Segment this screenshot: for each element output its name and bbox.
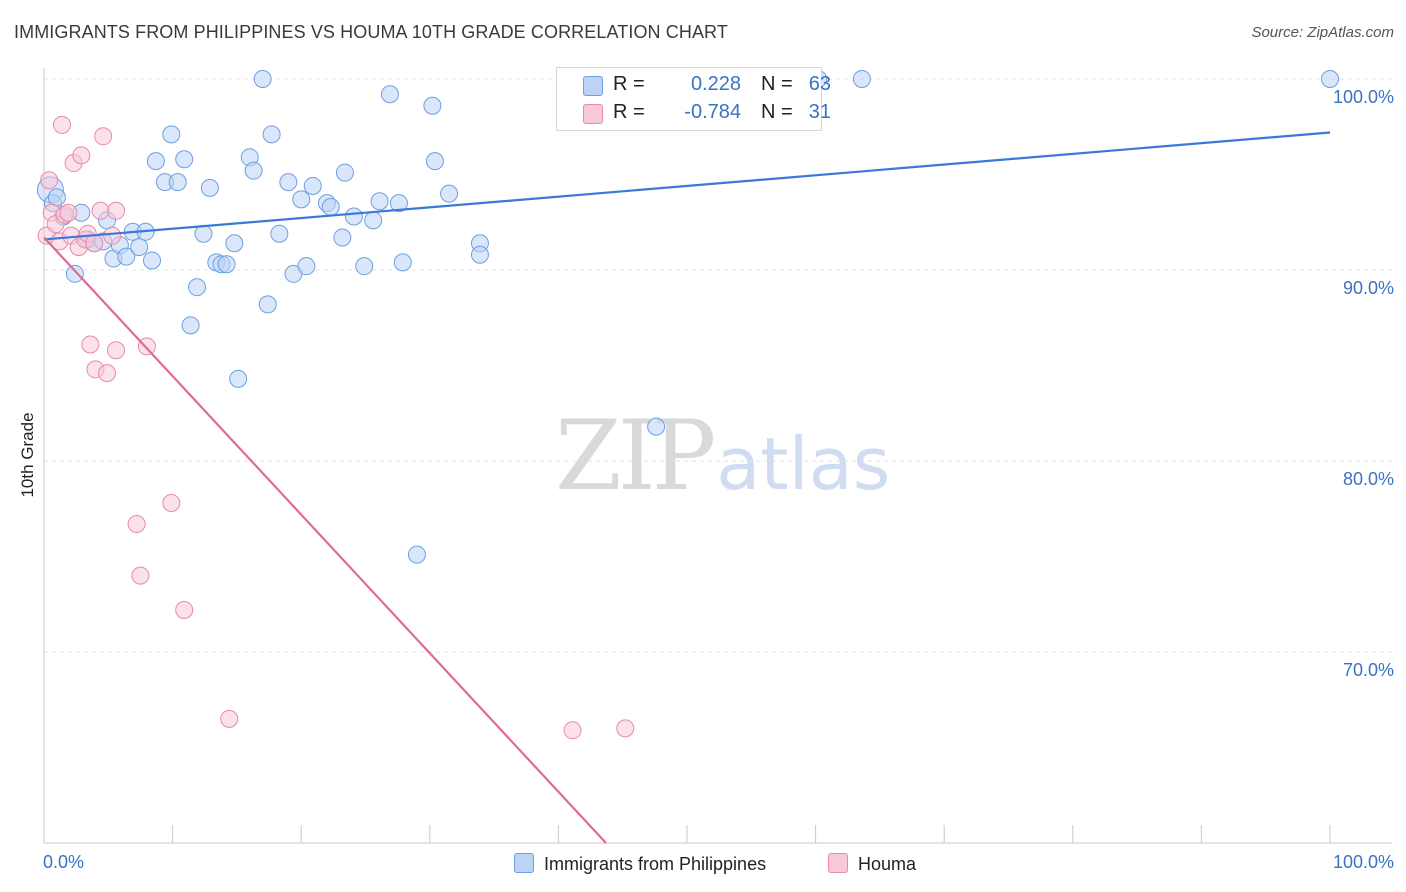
legend-r-label: R = [613, 73, 645, 95]
point-philippines [143, 251, 162, 270]
point-philippines [270, 224, 289, 243]
point-philippines [297, 257, 316, 276]
point-philippines [65, 264, 84, 283]
legend-swatch-philippines [514, 853, 534, 873]
point-philippines [181, 316, 200, 335]
legend-r-value: -0.784 [684, 101, 741, 123]
y-tick-label: 100.0% [1332, 87, 1394, 107]
point-philippines [162, 125, 181, 144]
point-houma [91, 201, 110, 220]
point-philippines [1321, 70, 1339, 88]
point-philippines [344, 207, 363, 226]
point-houma [175, 600, 194, 619]
trend-lines [43, 131, 1331, 844]
point-houma [127, 515, 146, 534]
trend-line-houma [43, 236, 607, 844]
point-houma [94, 127, 113, 146]
legend-n-label: N = [761, 101, 793, 123]
legend-n-label: N = [761, 73, 793, 95]
point-philippines [407, 545, 426, 564]
point-philippines [244, 161, 263, 180]
point-philippines [117, 247, 136, 266]
point-philippines [321, 197, 340, 216]
point-philippines [355, 257, 374, 276]
point-philippines [168, 173, 187, 192]
stats-legend: R = 0.228 N = 63 R = -0.784 N = 31 [556, 67, 831, 131]
point-philippines [175, 150, 194, 169]
point-philippines [258, 295, 277, 314]
data-points [36, 70, 1339, 740]
point-philippines [370, 192, 389, 211]
point-houma [107, 201, 126, 220]
point-philippines [146, 152, 165, 171]
point-philippines [852, 70, 871, 88]
legend-n-value: 63 [808, 73, 831, 95]
y-axis-label: 10th Grade [18, 412, 37, 498]
point-philippines [200, 178, 219, 197]
y-tick-label: 70.0% [1342, 660, 1394, 680]
point-philippines [262, 125, 281, 144]
point-philippines [335, 163, 354, 182]
chart-title: IMMIGRANTS FROM PHILIPPINES VS HOUMA 10T… [14, 22, 728, 42]
point-houma [53, 115, 72, 134]
bottom-legend-philippines[interactable]: Immigrants from Philippines [514, 853, 766, 875]
point-houma [85, 234, 104, 253]
legend-n-value: 31 [808, 101, 831, 123]
point-philippines [217, 255, 236, 274]
watermark-atlas: atlas [716, 422, 891, 506]
point-houma [59, 203, 78, 222]
y-tick-label: 90.0% [1342, 278, 1394, 298]
legend-label-philippines: Immigrants from Philippines [544, 854, 767, 874]
legend-r-label: R = [613, 101, 645, 123]
bottom-legend-houma[interactable]: Houma [828, 853, 916, 875]
point-houma [162, 494, 181, 513]
point-philippines [389, 194, 408, 213]
point-philippines [380, 85, 399, 104]
point-philippines [292, 190, 311, 209]
point-philippines [188, 278, 207, 297]
x-tick-label-max: 100.0% [1332, 852, 1394, 872]
legend-swatch-philippines [583, 76, 603, 96]
point-houma [220, 709, 239, 728]
point-philippines [364, 211, 383, 230]
point-philippines [229, 369, 248, 388]
point-philippines [225, 234, 244, 253]
point-philippines [253, 70, 272, 88]
point-philippines [647, 417, 666, 436]
point-houma [103, 226, 122, 245]
point-philippines [279, 173, 298, 192]
point-houma [616, 719, 635, 738]
point-houma [72, 146, 91, 165]
trend-line-philippines [43, 131, 1331, 241]
watermark-zip: ZIP [555, 400, 716, 512]
point-philippines [130, 238, 149, 257]
point-philippines [470, 245, 489, 264]
legend-r-value: 0.228 [690, 73, 741, 95]
point-houma [81, 335, 100, 354]
point-philippines [333, 228, 352, 247]
point-philippines [303, 176, 322, 195]
legend-swatch-houma [583, 104, 603, 124]
point-houma [137, 337, 156, 356]
point-philippines [47, 188, 66, 207]
x-tick-label-min: 0.0% [43, 852, 85, 872]
legend-label-houma: Houma [858, 854, 917, 874]
legend-swatch-houma [828, 853, 848, 873]
watermark: ZIPatlas [555, 400, 890, 512]
point-houma [107, 341, 126, 360]
point-philippines [425, 152, 444, 171]
source-label: Source: ZipAtlas.com [1251, 24, 1394, 41]
point-philippines [440, 184, 459, 203]
y-tick-label: 80.0% [1342, 469, 1394, 489]
point-philippines [393, 253, 412, 272]
point-houma [563, 721, 582, 740]
point-houma [98, 364, 117, 383]
point-houma [131, 566, 150, 585]
point-philippines [423, 96, 442, 115]
point-houma [40, 171, 59, 190]
